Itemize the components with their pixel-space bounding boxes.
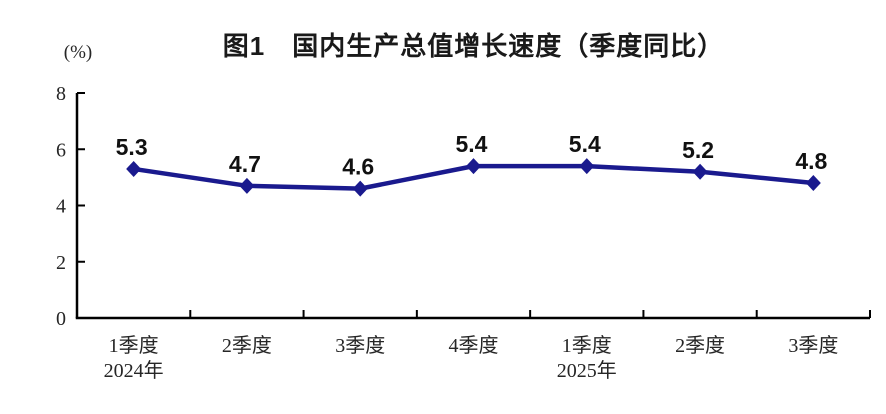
x-year-label: 2025年	[557, 359, 617, 382]
y-axis-unit-label: (%)	[63, 42, 93, 63]
data-point-marker	[126, 160, 142, 177]
y-tick-label: 6	[56, 139, 66, 161]
data-point-marker	[805, 175, 821, 191]
data-point-label: 5.4	[456, 131, 488, 157]
data-point-label: 4.8	[795, 148, 827, 174]
y-tick-label: 8	[56, 83, 66, 105]
data-point-label: 5.2	[682, 137, 714, 163]
x-tick-label: 4季度	[449, 334, 499, 357]
x-tick-label: 1季度	[562, 334, 612, 357]
chart-title: 图1 国内生产总值增长速度（季度同比）	[222, 31, 725, 61]
data-point-label: 4.6	[342, 154, 374, 180]
data-point-marker	[692, 163, 708, 180]
x-tick-label: 2季度	[222, 334, 272, 357]
data-point-marker	[239, 177, 255, 194]
data-point-marker	[466, 158, 481, 175]
y-tick-label: 4	[56, 196, 66, 218]
data-point-label: 4.7	[229, 151, 261, 177]
y-tick-label: 0	[56, 308, 66, 330]
x-tick-label: 2季度	[675, 334, 725, 357]
data-point-label: 5.4	[569, 131, 601, 157]
x-tick-label: 1季度	[109, 334, 159, 357]
x-tick-label: 3季度	[788, 334, 838, 357]
x-tick-label: 3季度	[335, 334, 385, 357]
x-year-label: 2024年	[104, 359, 164, 382]
y-tick-label: 2	[56, 252, 66, 274]
data-point-label: 5.3	[116, 134, 148, 160]
data-point-marker	[579, 158, 595, 175]
data-point-marker	[352, 180, 368, 197]
